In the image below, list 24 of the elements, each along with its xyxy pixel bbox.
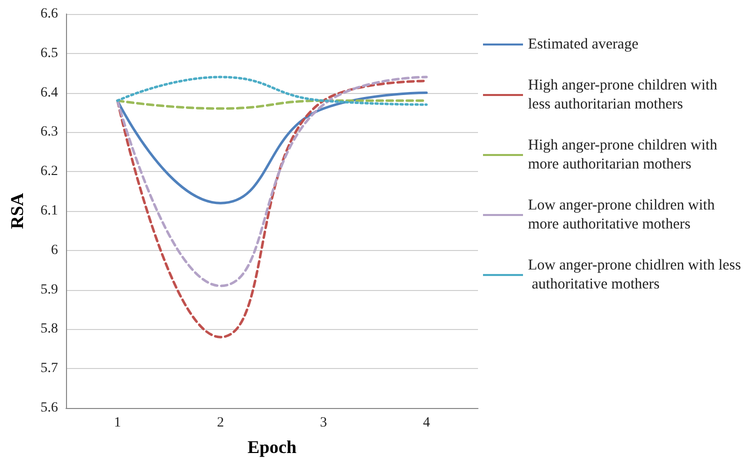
y-tick-label: 6.2	[40, 164, 58, 180]
y-tick-label: 5.6	[40, 400, 58, 416]
line-series	[116, 92, 428, 204]
legend-label: Low anger-prone children with more authoritative mothers	[528, 198, 718, 232]
x-tick-label: 1	[114, 416, 121, 430]
y-tick-label: 6.5	[40, 46, 58, 61]
y-tick-label: 5.8	[40, 322, 58, 337]
legend-label: Low anger-prone chidlren with less authoritative mothers	[528, 258, 742, 292]
line-series	[116, 76, 428, 288]
y-tick-label: 5.9	[40, 282, 58, 298]
legend-label: Estimated average	[528, 36, 639, 52]
y-tick-label: 6	[51, 242, 58, 258]
y-tick-label: 6.3	[40, 124, 58, 140]
legend-label: High anger-prone children with less authoritarian mothers	[528, 78, 721, 112]
x-tick-label: 2	[217, 416, 224, 430]
y-axis-title: RSA	[7, 192, 27, 230]
x-tick-label: 3	[320, 416, 327, 430]
x-tick-label: 4	[423, 416, 430, 430]
y-tick-label: 6.1	[40, 204, 58, 218]
y-tick-label: 6.6	[40, 6, 58, 22]
legend-label: High anger-prone children with more authoritarian mothers	[528, 138, 721, 172]
y-tick-label: 6.4	[40, 85, 58, 100]
y-tick-label: 5.7	[40, 361, 58, 376]
x-axis-title: Epoch	[247, 437, 297, 457]
